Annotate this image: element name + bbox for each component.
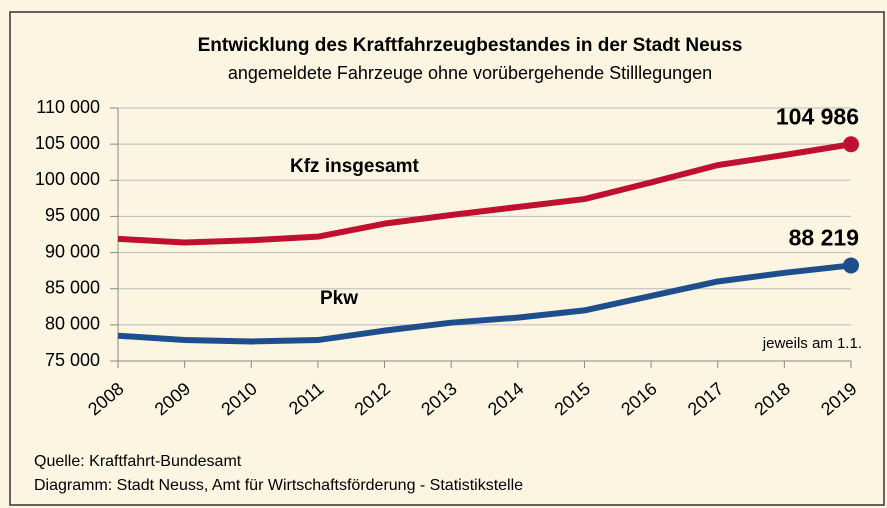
chart-title: Entwicklung des Kraftfahrzeugbestandes i… — [198, 35, 743, 56]
end-point — [843, 257, 859, 274]
source: Quelle: Kraftfahrt-Bundesamt — [34, 453, 242, 470]
series-line — [117, 262, 852, 345]
series-label: Kfz insgesamt — [290, 156, 419, 177]
value-label: 104 986 — [776, 103, 859, 129]
y-tick-label: 75 000 — [45, 350, 100, 370]
frame — [9, 11, 885, 506]
chart-subtitle: angemeldete Fahrzeuge ohne vorübergehend… — [228, 63, 712, 83]
y-tick-label: 90 000 — [45, 241, 100, 261]
credit: Diagramm: Stadt Neuss, Amt für Wirtschaf… — [34, 477, 523, 494]
annotation: jeweils am 1.1. — [762, 335, 862, 352]
y-tick-label: 110 000 — [36, 97, 100, 117]
y-tick-label: 80 000 — [45, 314, 100, 334]
y-tick-label: 100 000 — [35, 169, 100, 189]
y-tick-label: 95 000 — [45, 205, 100, 225]
value-label: 88 219 — [789, 225, 859, 251]
series-label: Pkw — [320, 288, 358, 309]
series-line — [117, 141, 852, 246]
y-tick-label: 105 000 — [35, 133, 100, 153]
y-tick-label: 85 000 — [45, 277, 100, 297]
end-point — [843, 136, 859, 153]
